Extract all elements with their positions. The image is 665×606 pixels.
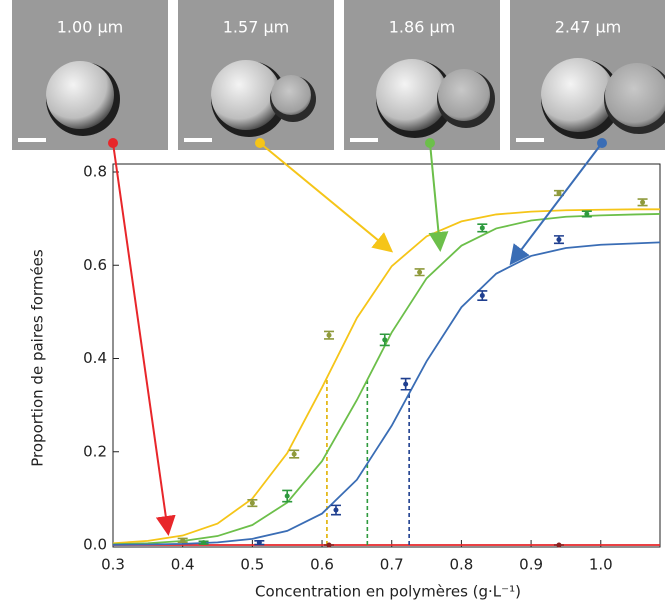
data-point (201, 540, 207, 546)
x-tick-label: 1.0 (589, 556, 613, 574)
bead (211, 60, 281, 130)
fit-curve (112, 241, 661, 546)
image-panel: 1.86 µm (344, 0, 500, 150)
x-tick-label: 0.5 (240, 556, 264, 574)
bead (438, 69, 490, 121)
fit-curve (112, 213, 661, 546)
bead (541, 58, 615, 132)
data-point (382, 337, 388, 343)
image-panel: 1.57 µm (178, 0, 334, 150)
data-point (556, 237, 562, 243)
image-panel: 1.00 µm (12, 0, 168, 150)
data-point (479, 293, 485, 299)
x-tick-label: 0.3 (101, 556, 125, 574)
arrow (428, 142, 449, 252)
bead (271, 75, 311, 115)
panel-label: 1.57 µm (223, 18, 289, 37)
panel-label: 2.47 µm (555, 18, 621, 37)
x-tick-label: 0.8 (449, 556, 473, 574)
data-point (284, 493, 290, 499)
bead (376, 59, 448, 131)
data-point (249, 500, 255, 506)
y-axis-label: Proportion de paires formées (29, 249, 47, 467)
y-tick-label: 0.4 (83, 349, 107, 367)
data-point (640, 199, 646, 205)
plot-frame (112, 163, 661, 548)
data-point (333, 507, 339, 513)
data-point (403, 381, 409, 387)
bead (605, 63, 665, 127)
x-tick-label: 0.9 (519, 556, 543, 574)
data-point (256, 540, 262, 546)
x-tick-label: 0.6 (310, 556, 334, 574)
data-point (479, 225, 485, 231)
fit-curve (112, 208, 660, 545)
arrow (112, 142, 176, 536)
arrows (112, 142, 603, 536)
data-point (556, 542, 562, 548)
data-point (326, 542, 332, 548)
panel-label: 1.86 µm (389, 18, 455, 37)
data-point (584, 211, 590, 217)
arrow (259, 142, 394, 253)
data-point (326, 332, 332, 338)
panel-label: 1.00 µm (57, 18, 123, 37)
x-tick-label: 0.4 (171, 556, 195, 574)
x-axis-label: Concentration en polymères (g·L⁻¹) (255, 583, 521, 601)
y-tick-label: 0.2 (83, 442, 107, 460)
data-point (556, 190, 562, 196)
data-point (417, 269, 423, 275)
x-tick-label: 0.7 (380, 556, 404, 574)
y-tick-label: 0.6 (83, 256, 107, 274)
data-point (291, 451, 297, 457)
y-tick-label: 0.8 (83, 163, 107, 181)
y-tick-label: 0.0 (83, 536, 107, 554)
bead (46, 61, 114, 129)
data-point (180, 537, 186, 543)
image-panel: 2.47 µm (510, 0, 665, 150)
arrow (509, 142, 603, 266)
